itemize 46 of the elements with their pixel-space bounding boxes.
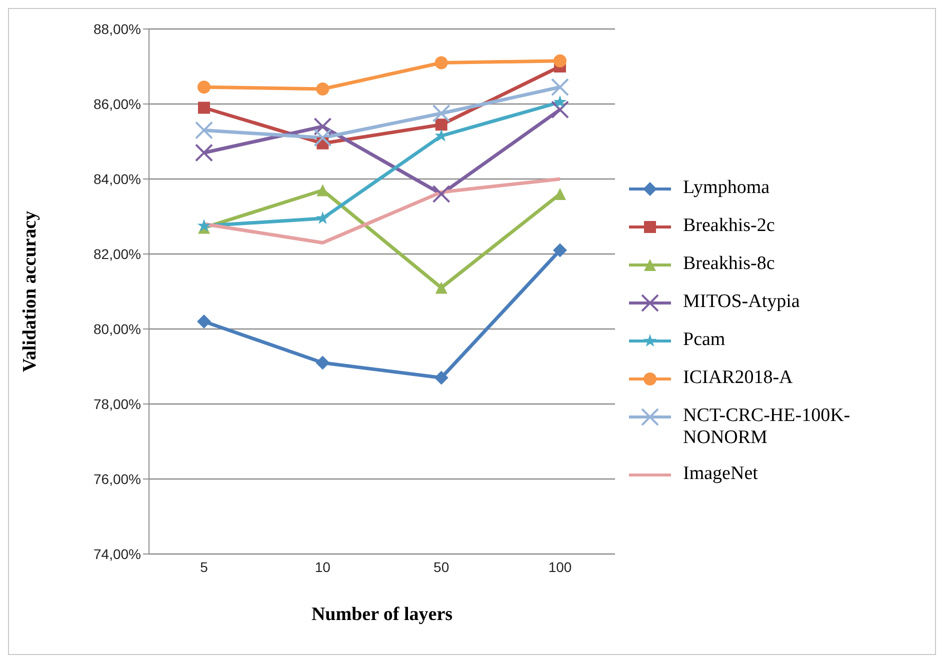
legend-label: Breakhis-8c [683, 252, 776, 274]
point [435, 282, 448, 294]
y-tick-label: 76,00% [94, 470, 141, 487]
point [553, 95, 567, 108]
legend-label: ImageNet [683, 462, 759, 484]
point [553, 243, 567, 258]
x-tick-label: 5 [200, 558, 208, 575]
point [434, 56, 448, 70]
legend-label: Breakhis-2c [683, 214, 776, 236]
legend-label: Lymphoma [683, 176, 771, 198]
point [197, 314, 211, 328]
x-tick-label: 100 [548, 558, 572, 575]
x-tick-label: 10 [314, 558, 331, 575]
y-tick-label: 82,00% [94, 246, 141, 262]
point [435, 118, 448, 131]
point [195, 121, 213, 140]
point [434, 370, 448, 385]
y-tick-label: 74,00% [94, 546, 141, 562]
legend-label: MITOS-Atypia [683, 290, 801, 312]
y-tick-label: 88,00% [94, 20, 141, 37]
point [197, 218, 211, 232]
point [554, 54, 566, 68]
y-tick-label: 84,00% [94, 170, 141, 187]
point [198, 80, 210, 94]
point [432, 185, 450, 203]
point [316, 356, 330, 370]
point [551, 78, 569, 96]
legend-label: Pcam [683, 328, 726, 350]
y-tick-label: 86,00% [94, 96, 141, 112]
point [198, 102, 210, 114]
y-axis-title: Validation accuracy [20, 210, 41, 372]
point [316, 82, 330, 96]
point [314, 118, 332, 136]
x-tick-label: 50 [434, 558, 450, 575]
x-axis-title: Number of layers [311, 604, 453, 625]
point [551, 100, 569, 119]
y-tick-label: 78,00% [94, 396, 141, 412]
point [195, 144, 213, 162]
point [554, 188, 566, 200]
point [316, 211, 330, 224]
legend-label: ICIAR2018-A [683, 366, 794, 388]
y-tick-label: 80,00% [94, 320, 141, 337]
point [314, 128, 332, 147]
legend-label: NCT-CRC-HE-100K-NONORM [683, 404, 852, 448]
point [316, 184, 329, 196]
point [432, 104, 450, 122]
